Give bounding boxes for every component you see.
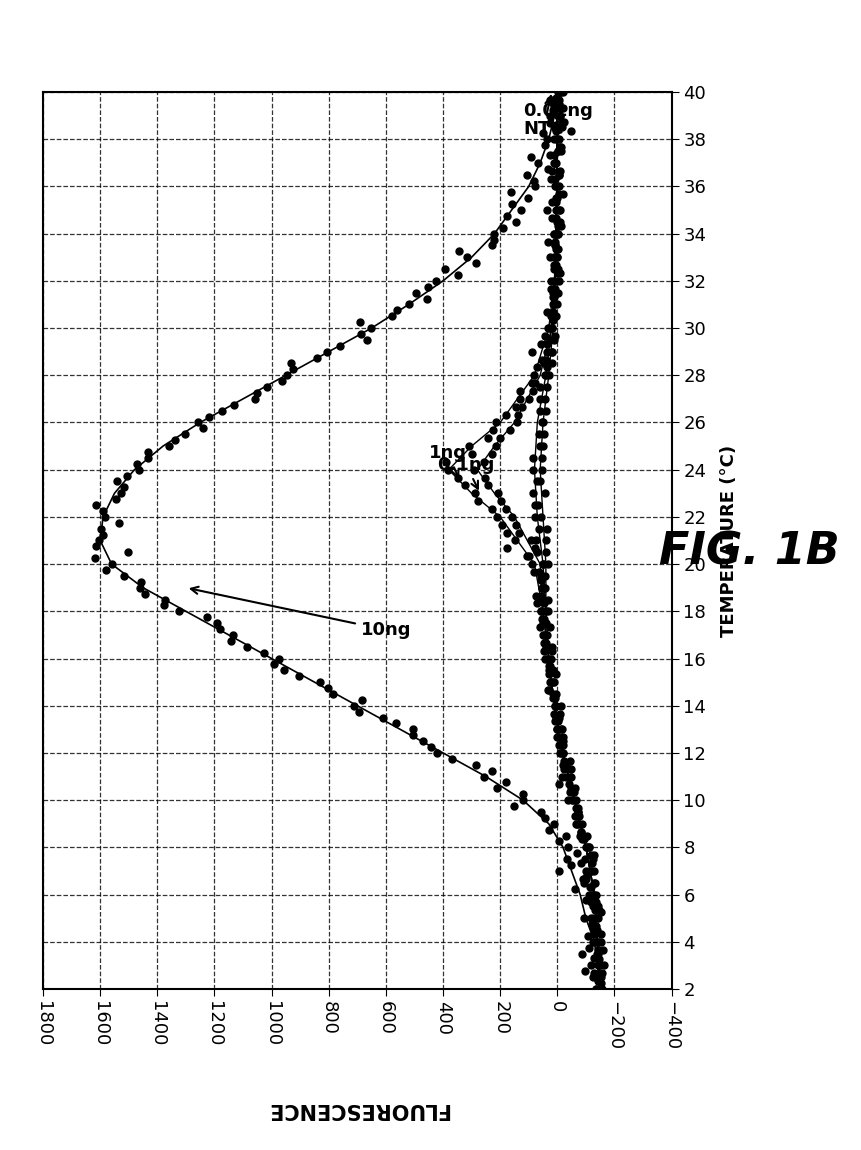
X-axis label: FLUORESCENCE: FLUORESCENCE bbox=[266, 1098, 449, 1119]
Text: NTC: NTC bbox=[523, 97, 564, 138]
Text: 10ng: 10ng bbox=[191, 586, 412, 639]
Text: FIG. 1B: FIG. 1B bbox=[659, 530, 839, 574]
Text: 1ng: 1ng bbox=[429, 444, 467, 477]
Y-axis label: TEMPERATURE (°C): TEMPERATURE (°C) bbox=[721, 444, 738, 637]
Text: 0.01ng: 0.01ng bbox=[523, 95, 593, 120]
Text: 0.1ng: 0.1ng bbox=[437, 455, 495, 489]
